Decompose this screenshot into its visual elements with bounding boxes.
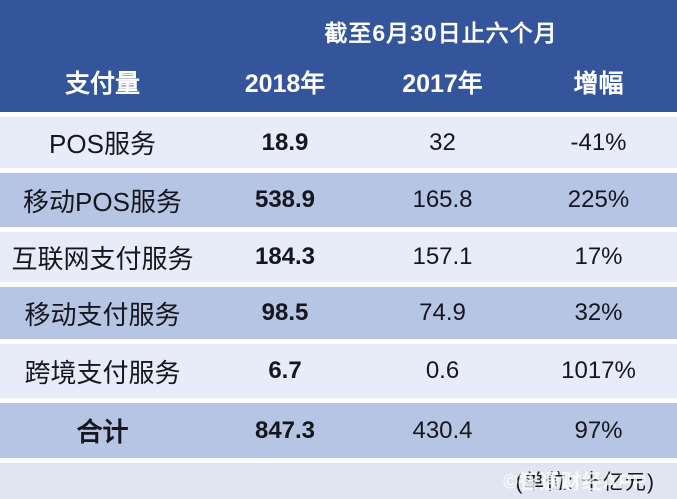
table-total-row: 合计 847.3 430.4 97% [0, 403, 677, 458]
table-row-internet-payment: 互联网支付服务 184.3 157.1 17% [0, 232, 677, 282]
value-growth: 32% [574, 299, 623, 326]
value-2017: 74.9 [419, 299, 466, 326]
unit-note: (单位: 十亿元) [515, 471, 655, 494]
value-2017: 0.6 [425, 357, 460, 384]
value-2017: 32 [429, 128, 456, 156]
row-label: 互联网支付服务 [11, 243, 194, 274]
table-row-mobile-pos: 移动POS服务 538.9 165.8 225% [0, 173, 677, 227]
column-header-growth: 增幅 [573, 70, 624, 98]
table-header: 截至6月30日止六个月 支付量 2018年 2017年 增幅 [0, 0, 677, 112]
total-label: 合计 [76, 417, 129, 447]
table-row-pos: POS服务 18.9 32 -41% [0, 117, 677, 168]
total-value-growth: 97% [574, 416, 623, 444]
value-2018: 98.5 [261, 299, 309, 326]
column-header-row: 支付量 2018年 2017年 增幅 [0, 64, 677, 100]
table-row-mobile-payment: 移动支付服务 98.5 74.9 32% [0, 287, 677, 339]
value-2018: 18.9 [261, 128, 309, 156]
table-footer: (单位: 十亿元) ©智通财经APP [0, 463, 677, 499]
value-2018: 184.3 [254, 243, 316, 270]
row-label: POS服务 [49, 129, 156, 159]
column-header-payment-volume: 支付量 [64, 70, 140, 98]
value-2017: 157.1 [412, 243, 473, 270]
value-2018: 538.9 [254, 186, 316, 213]
value-2017: 165.8 [412, 186, 473, 213]
row-label: 移动POS服务 [23, 186, 182, 217]
value-2018: 6.7 [268, 357, 302, 384]
table-row-cross-border: 跨境支付服务 6.7 0.6 1017% [0, 344, 677, 398]
row-label: 移动支付服务 [24, 299, 181, 330]
row-label: 跨境支付服务 [24, 357, 181, 388]
value-growth: 1017% [561, 357, 636, 384]
table-title: 截至6月30日止六个月 [324, 20, 558, 46]
value-growth: 17% [574, 243, 623, 270]
column-header-2017: 2017年 [402, 70, 483, 98]
total-value-2017: 430.4 [412, 416, 473, 444]
total-value-2018: 847.3 [254, 416, 316, 444]
value-growth: 225% [567, 186, 630, 213]
column-header-2018: 2018年 [244, 70, 326, 98]
value-growth: -41% [570, 128, 627, 156]
